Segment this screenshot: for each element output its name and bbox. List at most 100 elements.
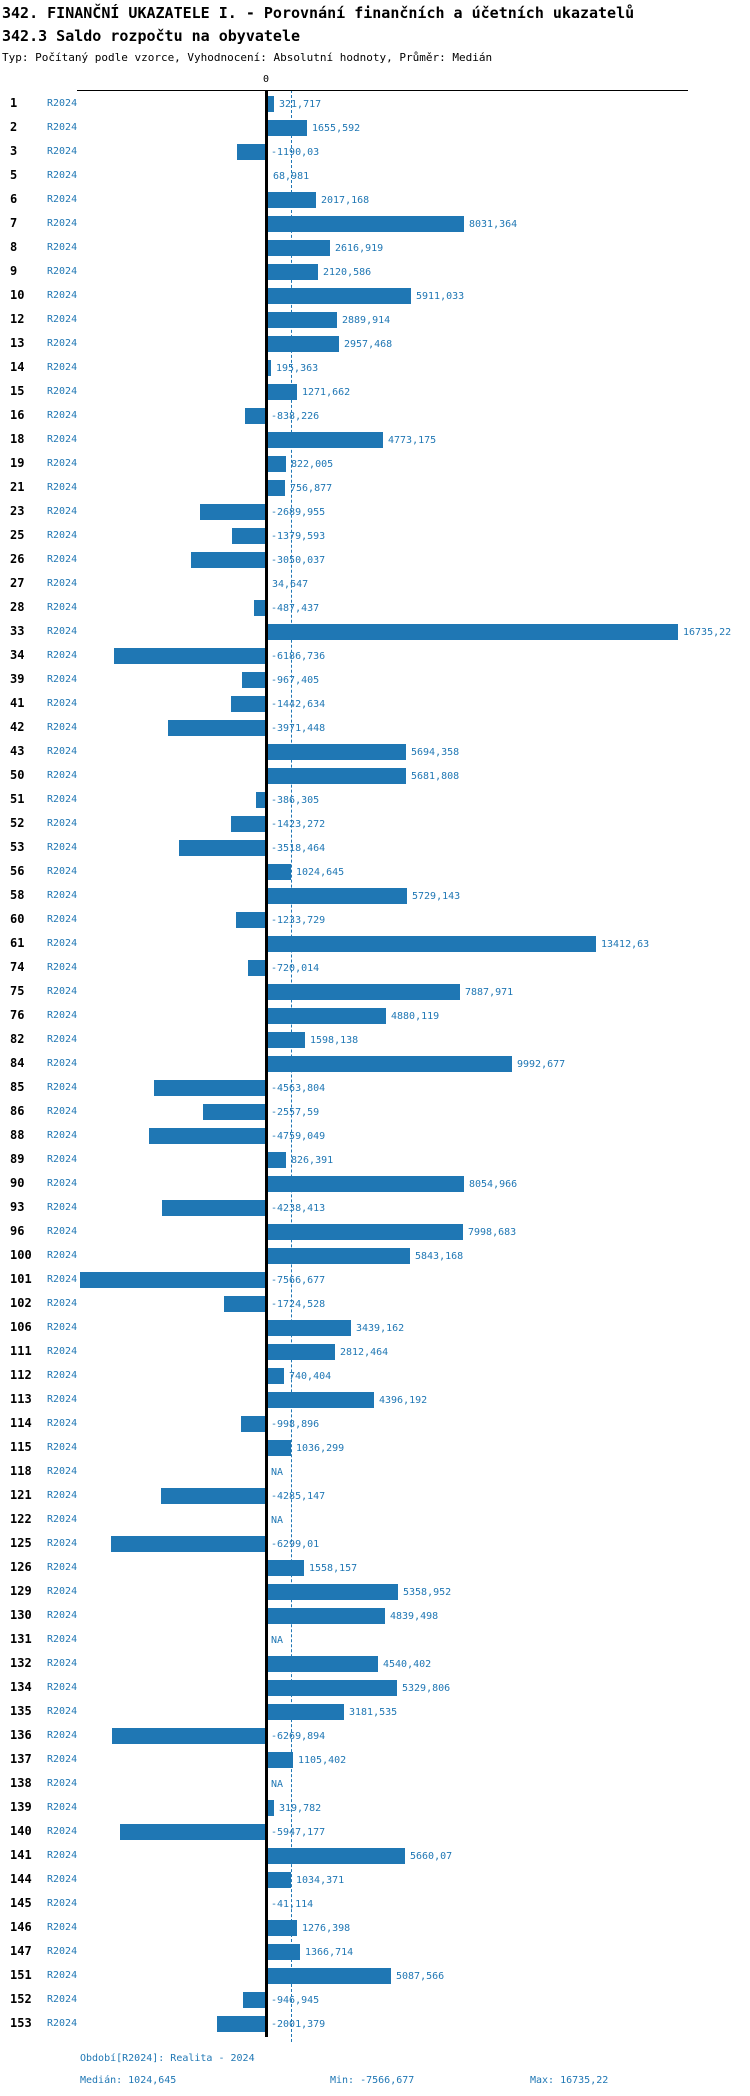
- row-id: 6: [10, 192, 18, 206]
- bar-value-label: 822,005: [291, 459, 334, 470]
- chart-row: 1 R2024 321,717: [0, 92, 750, 116]
- row-period-label: R2024: [47, 1418, 78, 1429]
- row-period-label: R2024: [47, 314, 78, 325]
- bar: [266, 288, 411, 304]
- row-period-label: R2024: [47, 1226, 78, 1237]
- bar-value-label: 321,717: [279, 99, 322, 110]
- chart-row: 8 R2024 2616,919: [0, 236, 750, 260]
- row-period-label: R2024: [47, 746, 78, 757]
- bar: [266, 888, 407, 904]
- bar-value-label: -838,226: [271, 411, 320, 422]
- row-id: 89: [10, 1152, 25, 1166]
- row-id: 144: [10, 1872, 32, 1886]
- bar-value-label: -720,014: [271, 963, 320, 974]
- row-id: 42: [10, 720, 25, 734]
- bar: [161, 1488, 266, 1504]
- row-period-label: R2024: [47, 1058, 78, 1069]
- row-id: 114: [10, 1416, 32, 1430]
- bar-value-label: -487,437: [271, 603, 320, 614]
- chart-rows: 1 R2024 321,717 2 R2024 1655,592 3 R2024 -1190,0…: [0, 92, 750, 2036]
- row-id: 86: [10, 1104, 25, 1118]
- bar: [266, 1944, 300, 1960]
- bar-value-label: 5843,168: [415, 1251, 464, 1262]
- chart-row: 146 R2024 1276,398: [0, 1916, 750, 1940]
- chart-row: 23 R2024 -2689,955: [0, 500, 750, 524]
- bar: [266, 1584, 398, 1600]
- bar: [237, 144, 266, 160]
- bar: [266, 1032, 305, 1048]
- chart-row: 86 R2024 -2557,59: [0, 1100, 750, 1124]
- bar-value-label: -7566,677: [271, 1275, 326, 1286]
- bar-value-label: 1276,398: [302, 1923, 351, 1934]
- bar-value-label: -946,945: [271, 1995, 320, 2006]
- chart-row: 84 R2024 9992,677: [0, 1052, 750, 1076]
- bar-value-label: -967,405: [271, 675, 320, 686]
- bar-value-label: 5329,806: [402, 1683, 451, 1694]
- row-period-label: R2024: [47, 842, 78, 853]
- chart-row: 39 R2024 -967,405: [0, 668, 750, 692]
- row-period-label: R2024: [47, 1922, 78, 1933]
- bar-value-label: 1034,371: [296, 1875, 345, 1886]
- row-id: 13: [10, 336, 25, 350]
- bar-value-label: -1423,272: [271, 819, 326, 830]
- row-period-label: R2024: [47, 1298, 78, 1309]
- bar-value-label: -3050,037: [271, 555, 326, 566]
- bar-value-label: 2017,168: [321, 195, 370, 206]
- row-id: 61: [10, 936, 25, 950]
- bar: [266, 1344, 335, 1360]
- bar: [200, 504, 266, 520]
- row-id: 146: [10, 1920, 32, 1934]
- row-id: 151: [10, 1968, 32, 1982]
- row-period-label: R2024: [47, 266, 78, 277]
- row-id: 84: [10, 1056, 25, 1070]
- row-id: 121: [10, 1488, 32, 1502]
- row-period-label: R2024: [47, 1442, 78, 1453]
- chart-row: 3 R2024 -1190,03: [0, 140, 750, 164]
- footer-period: Období[R2024]: Realita - 2024: [80, 2053, 255, 2064]
- bar: [266, 336, 339, 352]
- zero-axis-line: [265, 90, 268, 2037]
- chart-row: 125 R2024 -6299,01: [0, 1532, 750, 1556]
- row-id: 136: [10, 1728, 32, 1742]
- chart-row: 58 R2024 5729,143: [0, 884, 750, 908]
- page-subtitle: 342.3 Saldo rozpočtu na obyvatele: [2, 27, 301, 45]
- bar-value-label: 3439,162: [356, 1323, 405, 1334]
- row-id: 125: [10, 1536, 32, 1550]
- row-id: 118: [10, 1464, 32, 1478]
- bar-value-label: -1233,729: [271, 915, 326, 926]
- bar: [179, 840, 266, 856]
- bar-value-label: 4880,119: [391, 1011, 440, 1022]
- row-period-label: R2024: [47, 1322, 78, 1333]
- row-id: 16: [10, 408, 25, 422]
- bar: [114, 648, 266, 664]
- bar-value-label: -2557,59: [271, 1107, 320, 1118]
- chart-row: 5 R2024 68,981: [0, 164, 750, 188]
- bar-value-label: 68,981: [273, 171, 310, 182]
- chart-row: 61 R2024 13412,63: [0, 932, 750, 956]
- bar: [266, 1248, 410, 1264]
- chart-row: 14 R2024 195,363: [0, 356, 750, 380]
- chart-row: 75 R2024 7887,971: [0, 980, 750, 1004]
- row-period-label: R2024: [47, 626, 78, 637]
- bar-value-label: -4238,413: [271, 1203, 326, 1214]
- chart-row: 26 R2024 -3050,037: [0, 548, 750, 572]
- row-period-label: R2024: [47, 482, 78, 493]
- row-id: 75: [10, 984, 25, 998]
- bar-value-label: 4839,498: [390, 1611, 439, 1622]
- row-period-label: R2024: [47, 722, 78, 733]
- row-id: 145: [10, 1896, 32, 1910]
- bar-value-label: 1598,138: [310, 1035, 359, 1046]
- chart-row: 6 R2024 2017,168: [0, 188, 750, 212]
- row-period-label: R2024: [47, 1730, 78, 1741]
- chart-row: 131 R2024 NA: [0, 1628, 750, 1652]
- row-period-label: R2024: [47, 2018, 78, 2029]
- bar-value-label: 2120,586: [323, 267, 372, 278]
- chart-row: 145 R2024 -41,114: [0, 1892, 750, 1916]
- row-id: 26: [10, 552, 25, 566]
- chart-row: 60 R2024 -1233,729: [0, 908, 750, 932]
- chart-row: 50 R2024 5681,808: [0, 764, 750, 788]
- row-period-label: R2024: [47, 242, 78, 253]
- bar-value-label: NA: [271, 1467, 284, 1478]
- bar: [266, 96, 274, 112]
